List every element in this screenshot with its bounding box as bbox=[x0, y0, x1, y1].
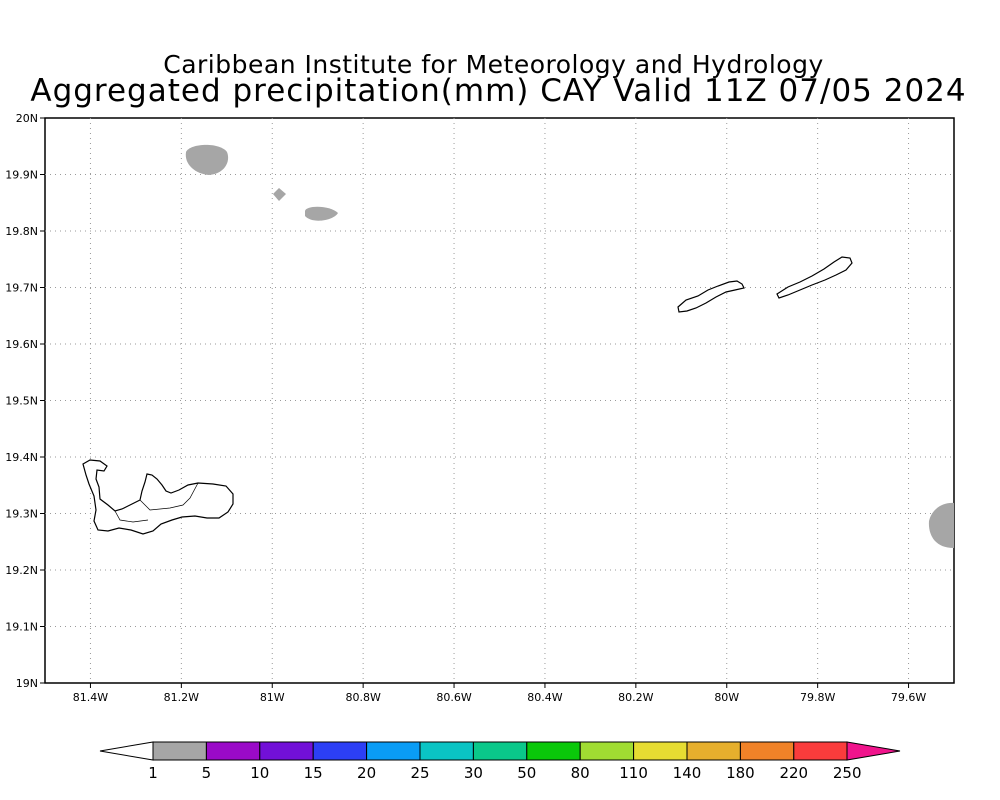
colorbar-label: 140 bbox=[673, 764, 702, 782]
colorbar-label: 220 bbox=[779, 764, 808, 782]
lat-tick-label: 19.9N bbox=[5, 169, 38, 182]
little-cayman bbox=[677, 280, 745, 313]
colorbar-label: 250 bbox=[833, 764, 862, 782]
colorbar-cell bbox=[686, 741, 741, 761]
colorbar-label: 30 bbox=[464, 764, 483, 782]
colorbar-label: 15 bbox=[304, 764, 323, 782]
colorbar-cell bbox=[739, 741, 795, 761]
precip-areas bbox=[185, 144, 954, 548]
colorbar-labels: 1 5 10 15 20 25 30 50 80 110 140 180 220 250 bbox=[148, 764, 861, 782]
lat-tick-label: 19.1N bbox=[5, 621, 38, 634]
colorbar-label: 10 bbox=[250, 764, 269, 782]
lon-tick-label: 80W bbox=[714, 691, 739, 704]
chart-title-line-1: Caribbean Institute for Meteorology and … bbox=[163, 50, 824, 79]
colorbar-cell bbox=[366, 741, 421, 761]
lat-tick-label: 19.8N bbox=[5, 225, 38, 238]
colorbar-cell bbox=[259, 741, 314, 761]
lon-tick-label: 80.6W bbox=[436, 691, 471, 704]
grand-cayman bbox=[82, 459, 234, 535]
cayman-brac bbox=[776, 256, 853, 299]
colorbar-cell bbox=[419, 741, 474, 761]
lon-tick-label: 81.4W bbox=[73, 691, 108, 704]
lon-tick-label: 81.2W bbox=[164, 691, 199, 704]
lon-tick-label: 80.2W bbox=[618, 691, 653, 704]
colorbar-label: 80 bbox=[571, 764, 590, 782]
grand-cayman-district-line bbox=[114, 510, 149, 523]
lon-tick-labels: 81.4W 81.2W 81W 80.8W 80.6W 80.4W 80.2W 80W 79.8… bbox=[73, 691, 927, 704]
lat-tick-label: 19.5N bbox=[5, 395, 38, 408]
colorbar-cell bbox=[526, 741, 581, 761]
lat-tick-label: 19.4N bbox=[5, 451, 38, 464]
colorbar-cell bbox=[579, 741, 635, 761]
colorbar-label: 180 bbox=[726, 764, 755, 782]
lat-tick-label: 19.3N bbox=[5, 508, 38, 521]
lon-tick-label: 81W bbox=[260, 691, 285, 704]
colorbar-under-arrow bbox=[99, 741, 154, 761]
colorbar-cell bbox=[633, 741, 688, 761]
lat-tick-label: 19N bbox=[16, 677, 38, 690]
colorbar-over-arrow bbox=[846, 741, 901, 761]
grand-cayman-district-line bbox=[139, 482, 199, 511]
lon-tick-label: 80.8W bbox=[345, 691, 380, 704]
map-frame bbox=[44, 117, 955, 684]
colorbar-cell bbox=[152, 741, 207, 761]
lon-tick-label: 79.6W bbox=[891, 691, 926, 704]
colorbar-label: 25 bbox=[410, 764, 429, 782]
grid-lines bbox=[40, 117, 954, 688]
lat-tick-label: 19.6N bbox=[5, 338, 38, 351]
colorbar-label: 20 bbox=[357, 764, 376, 782]
islands bbox=[82, 256, 853, 535]
colorbar-cell bbox=[205, 741, 261, 761]
precip-area bbox=[928, 502, 954, 548]
lat-tick-label: 19.2N bbox=[5, 564, 38, 577]
lon-tick-label: 79.8W bbox=[800, 691, 835, 704]
colorbar-label: 1 bbox=[148, 764, 158, 782]
lat-tick-label: 20N bbox=[16, 112, 38, 125]
colorbar-label: 50 bbox=[517, 764, 536, 782]
precip-area bbox=[305, 206, 338, 221]
colorbar-cell bbox=[472, 741, 528, 761]
chart-title-line-2: Aggregated precipitation(mm) CAY Valid 1… bbox=[30, 73, 967, 109]
colorbar: 1 5 10 15 20 25 30 50 80 110 140 180 220 250 bbox=[99, 741, 901, 782]
precip-area bbox=[273, 188, 286, 201]
lat-tick-labels: 19N 19.1N 19.2N 19.3N 19.4N 19.5N 19.6N 19.7N 19… bbox=[5, 112, 38, 690]
colorbar-cell bbox=[312, 741, 368, 761]
colorbar-label: 110 bbox=[619, 764, 648, 782]
colorbar-cell bbox=[793, 741, 848, 761]
colorbar-label: 5 bbox=[202, 764, 212, 782]
lat-tick-label: 19.7N bbox=[5, 282, 38, 295]
precip-area bbox=[185, 144, 229, 175]
lon-tick-label: 80.4W bbox=[527, 691, 562, 704]
